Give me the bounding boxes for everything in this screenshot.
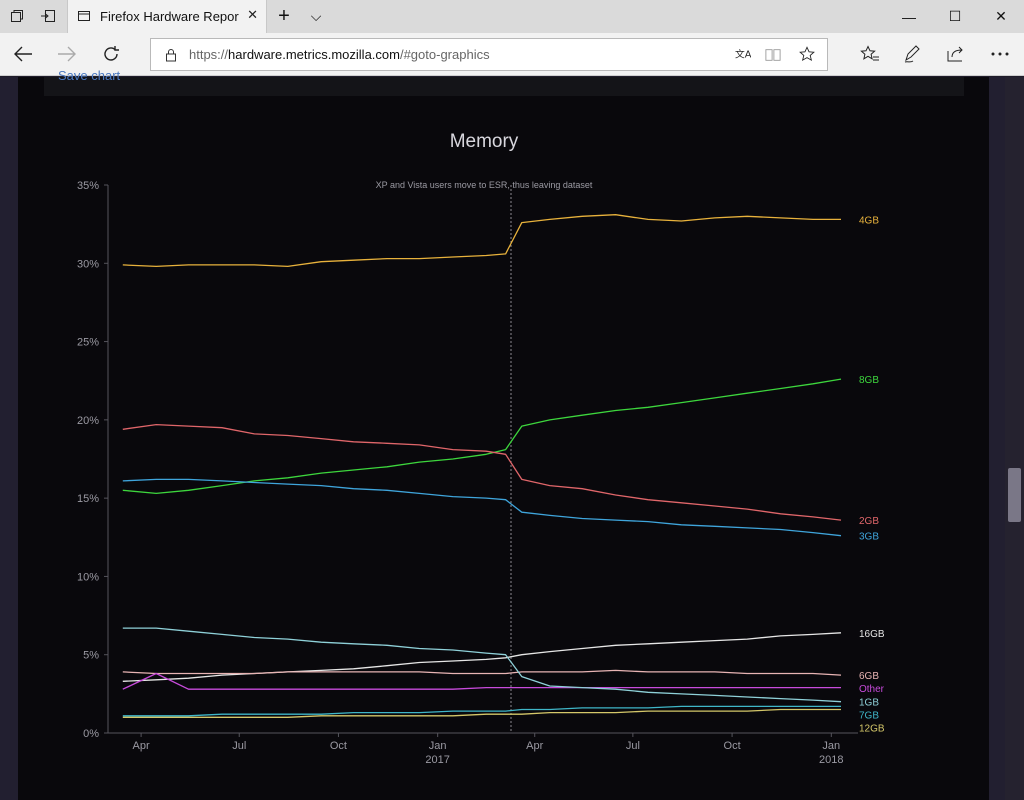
x-tick-label: Jan: [429, 740, 447, 752]
reading-view-icon[interactable]: [765, 47, 781, 63]
browser-tab[interactable]: Firefox Hardware Repor ✕: [67, 0, 267, 33]
set-tabs-aside-icon[interactable]: [40, 8, 56, 24]
minimize-button[interactable]: —: [902, 8, 916, 25]
pen-icon[interactable]: [900, 42, 924, 66]
y-tick-label: 5%: [83, 650, 99, 662]
refresh-icon[interactable]: [99, 42, 123, 66]
x-year-label: 2017: [425, 754, 449, 766]
series-line-1gb: [122, 627, 842, 703]
series-label-7gb: 7GB: [859, 711, 879, 722]
y-tick-label: 10%: [77, 571, 99, 583]
page-content: Save chart Memory XP and Vista users move…: [18, 68, 989, 800]
memory-chart: Memory XP and Vista users move to ESR, th…: [77, 131, 885, 766]
x-tick-label: Jul: [626, 740, 640, 752]
navigation-bar: https://hardware.metrics.mozilla.com/#go…: [0, 33, 1024, 76]
y-tick-label: 35%: [77, 180, 99, 192]
y-tick-label: 20%: [77, 415, 99, 427]
favorite-star-icon[interactable]: [799, 46, 815, 62]
share-icon[interactable]: [944, 42, 968, 66]
chart-title: Memory: [450, 131, 519, 152]
y-tick-label: 25%: [77, 337, 99, 349]
scrollbar-thumb[interactable]: [1008, 468, 1021, 522]
tab-preview-icon[interactable]: [9, 8, 25, 24]
x-year-label: 2018: [819, 754, 843, 766]
favorites-hub-icon[interactable]: [858, 42, 882, 66]
y-tick-label: 15%: [77, 493, 99, 505]
back-arrow-icon[interactable]: [11, 42, 35, 66]
x-tick-label: Oct: [724, 740, 741, 752]
tab-bar: Firefox Hardware Repor ✕ + ⌵ — ☐ ✕: [0, 0, 1024, 33]
tab-title: Firefox Hardware Repor: [100, 9, 239, 24]
tab-close-button[interactable]: ✕: [247, 7, 258, 22]
svg-text:文A: 文A: [735, 48, 751, 61]
close-window-button[interactable]: ✕: [995, 8, 1007, 24]
x-tick-label: Jan: [822, 740, 840, 752]
series-label-8gb: 8GB: [859, 375, 879, 386]
chart-annotation: XP and Vista users move to ESR, thus lea…: [376, 180, 593, 190]
forward-arrow-icon[interactable]: [55, 42, 79, 66]
x-tick-label: Oct: [330, 740, 347, 752]
more-menu-icon[interactable]: [988, 42, 1012, 66]
url-text: https://hardware.metrics.mozilla.com/#go…: [189, 47, 490, 62]
url-scheme: https://: [189, 47, 229, 62]
y-tick-label: 30%: [77, 258, 99, 270]
x-tick-label: Apr: [133, 740, 150, 752]
url-host: hardware.metrics.mozilla.com: [228, 47, 400, 62]
scrollbar[interactable]: [1005, 77, 1024, 800]
translate-icon[interactable]: 文A: [735, 47, 751, 63]
new-tab-button[interactable]: +: [278, 5, 290, 27]
series-line-4gb: [122, 214, 841, 268]
series-label-12gb: 12GB: [859, 724, 885, 735]
maximize-button[interactable]: ☐: [948, 8, 962, 24]
x-tick-label: Apr: [526, 740, 543, 752]
series-line-8gb: [122, 378, 842, 495]
series-label-1gb: 1GB: [859, 698, 879, 709]
series-label-4gb: 4GB: [859, 215, 879, 226]
y-tick-label: 0%: [83, 728, 99, 740]
page-viewport: Save chart Memory XP and Vista users move…: [0, 68, 1024, 800]
address-bar[interactable]: https://hardware.metrics.mozilla.com/#go…: [150, 38, 828, 71]
series-label-2gb: 2GB: [859, 516, 879, 527]
series-line-2gb: [122, 423, 842, 521]
x-tick-label: Jul: [232, 740, 246, 752]
tab-menu-chevron-icon[interactable]: ⌵: [310, 8, 322, 24]
series-line-12gb: [122, 708, 841, 718]
series-label-3gb: 3GB: [859, 532, 879, 543]
series-label-16gb: 16GB: [859, 629, 885, 640]
url-path: /#goto-graphics: [399, 47, 490, 62]
lock-icon: [163, 47, 179, 63]
series-label-6gb: 6GB: [859, 671, 879, 682]
save-chart-link[interactable]: Save chart: [58, 68, 121, 83]
series-line-6gb: [122, 669, 842, 676]
chart-toolbar-strip: Save chart: [44, 68, 964, 96]
series-label-other: Other: [859, 684, 885, 695]
series-line-other: [122, 672, 841, 690]
page-icon: [76, 8, 92, 24]
series-line-3gb: [122, 478, 842, 537]
series-line-7gb: [122, 705, 841, 717]
